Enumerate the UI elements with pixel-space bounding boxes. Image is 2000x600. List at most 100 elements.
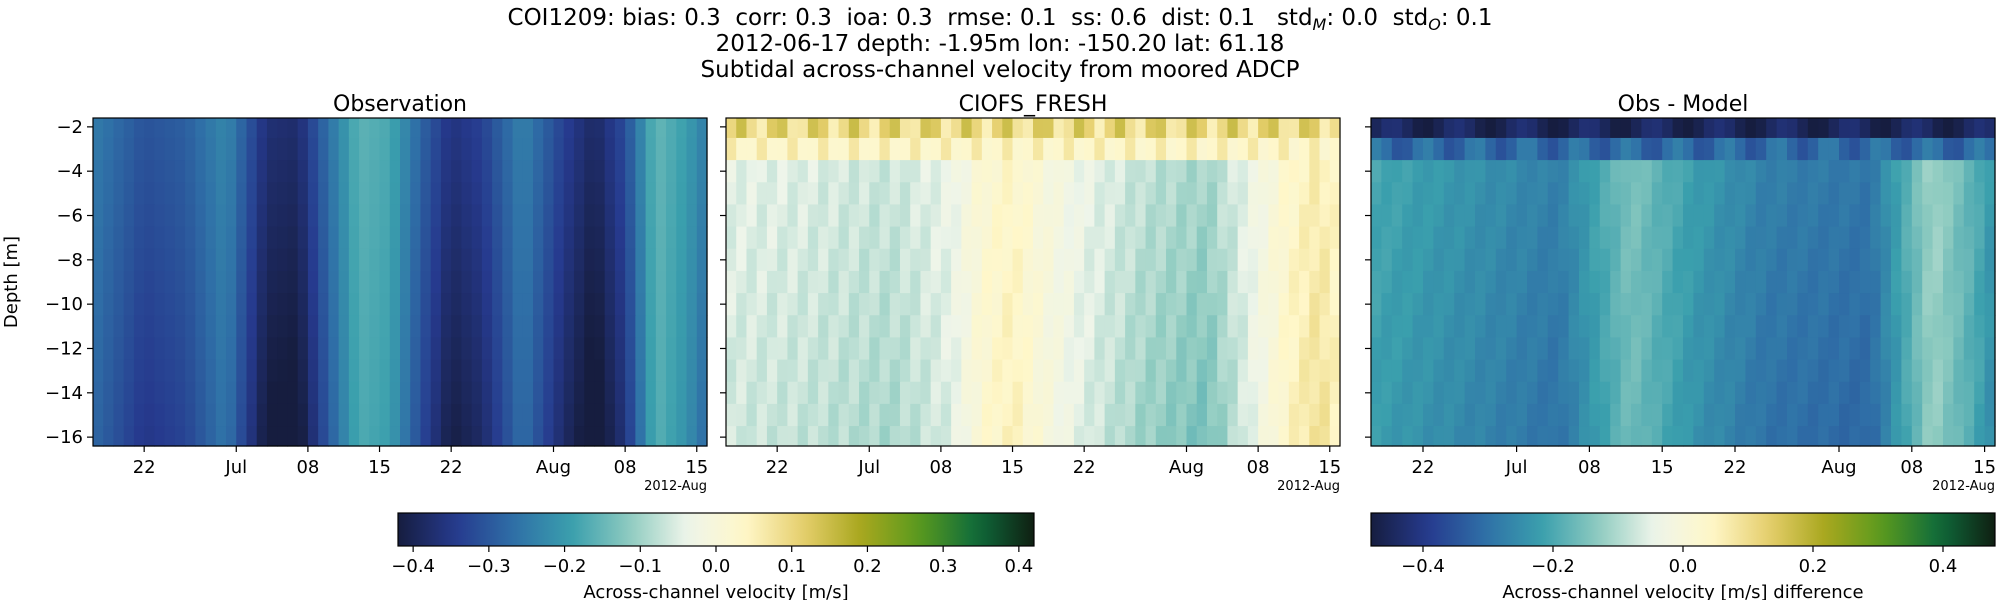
heatmap-cell (1258, 160, 1269, 183)
heatmap-cell (828, 137, 840, 161)
heatmap-cell (1155, 182, 1167, 206)
heatmap-cell (246, 226, 258, 250)
heatmap-cell (1579, 381, 1590, 405)
heatmap-cell (1443, 137, 1455, 161)
heatmap-cell (971, 226, 983, 250)
heatmap-cell (899, 248, 911, 272)
heatmap-cell (756, 337, 768, 361)
heatmap-cell (512, 381, 524, 405)
heatmap-cell (297, 226, 309, 250)
heatmap-cell (318, 204, 329, 228)
heatmap-cell (512, 182, 524, 206)
heatmap-cell (1391, 160, 1403, 183)
heatmap-cell (604, 226, 616, 250)
heatmap-cell (502, 403, 514, 427)
heatmap-cell (1703, 226, 1715, 250)
heatmap-cell (1319, 359, 1331, 383)
heatmap-cell (205, 293, 217, 316)
heatmap-cell (848, 426, 860, 447)
heatmap-cell (1943, 248, 1954, 272)
heatmap-cell (1247, 359, 1259, 383)
heatmap-cell (1693, 226, 1705, 250)
heatmap-cell (1984, 182, 1996, 206)
heatmap-cell (1033, 337, 1044, 361)
heatmap-cell (818, 160, 829, 183)
x-tick-label: 08 (1578, 457, 1601, 478)
heatmap-cell (1984, 293, 1996, 316)
heatmap-cell (1943, 426, 1954, 447)
heatmap-cell (1155, 426, 1167, 447)
heatmap-cell (1859, 226, 1871, 250)
heatmap-cell (1662, 403, 1674, 427)
heatmap-cell (1443, 359, 1455, 383)
heatmap-cell (1176, 118, 1188, 139)
heatmap-cell (1610, 204, 1622, 228)
heatmap-cell (1125, 359, 1136, 383)
heatmap-cell (1319, 204, 1331, 228)
heatmap-cell (123, 226, 135, 250)
heatmap-cell (133, 403, 145, 427)
heatmap-cell (1703, 403, 1715, 427)
heatmap-cell (1641, 182, 1653, 206)
heatmap-cell (1849, 270, 1861, 294)
heatmap-cell (797, 315, 809, 338)
heatmap-cell (573, 226, 585, 250)
heatmap-cell (1797, 226, 1809, 250)
heatmap-cell (1703, 118, 1715, 139)
heatmap-cell (1104, 118, 1116, 139)
y-tick-label: −14 (45, 383, 83, 404)
heatmap-cell (1022, 359, 1034, 383)
heatmap-cell (1381, 226, 1393, 250)
heatmap-cell (1464, 226, 1476, 250)
heatmap-cell (297, 359, 309, 383)
heatmap-cell (481, 426, 493, 447)
heatmap-cell (1839, 182, 1850, 206)
heatmap-cell (1166, 293, 1177, 316)
heatmap-cell (920, 359, 932, 383)
heatmap-cell (1135, 270, 1147, 294)
heatmap-cell (1433, 381, 1445, 405)
heatmap-cell (277, 381, 289, 405)
heatmap-cell (951, 118, 962, 139)
heatmap-cell (287, 226, 299, 250)
heatmap-cell (859, 315, 870, 338)
heatmap-cell (1125, 137, 1136, 161)
heatmap-cell (481, 403, 493, 427)
heatmap-cell (1755, 160, 1767, 183)
heatmap-cell (1423, 270, 1434, 294)
heatmap-cell (696, 359, 708, 383)
heatmap-cell (1953, 426, 1965, 447)
heatmap-cell (625, 137, 636, 161)
heatmap-cell (899, 381, 911, 405)
heatmap-cell (1299, 137, 1310, 161)
heatmap-cell (1299, 359, 1310, 383)
heatmap-cell (1125, 160, 1136, 183)
heatmap-cell (1443, 226, 1455, 250)
heatmap-cell (328, 359, 340, 383)
heatmap-cell (1217, 270, 1229, 294)
heatmap-cell (940, 182, 952, 206)
heatmap-cell (1651, 293, 1663, 316)
heatmap-cell (1787, 381, 1798, 405)
heatmap-cell (1631, 359, 1642, 383)
heatmap-cell (144, 137, 155, 161)
heatmap-cell (1818, 226, 1830, 250)
heatmap-cell (1787, 248, 1798, 272)
heatmap-cell (1022, 182, 1034, 206)
heatmap-cell (961, 315, 973, 338)
heatmap-cell (838, 315, 850, 338)
heatmap-cell (930, 381, 942, 405)
heatmap-cell (1443, 160, 1455, 183)
heatmap-cell (746, 248, 758, 272)
heatmap-cell (226, 359, 237, 383)
heatmap-cell (246, 403, 258, 427)
heatmap-cell (1672, 226, 1684, 250)
heatmap-cell (1309, 315, 1321, 338)
heatmap-cell (1766, 226, 1778, 250)
heatmap-cell (1620, 226, 1632, 250)
heatmap-cell (430, 137, 442, 161)
heatmap-cell (236, 426, 248, 447)
heatmap-cell (1558, 293, 1570, 316)
heatmap-cell (635, 118, 647, 139)
heatmap-cell (971, 337, 983, 361)
